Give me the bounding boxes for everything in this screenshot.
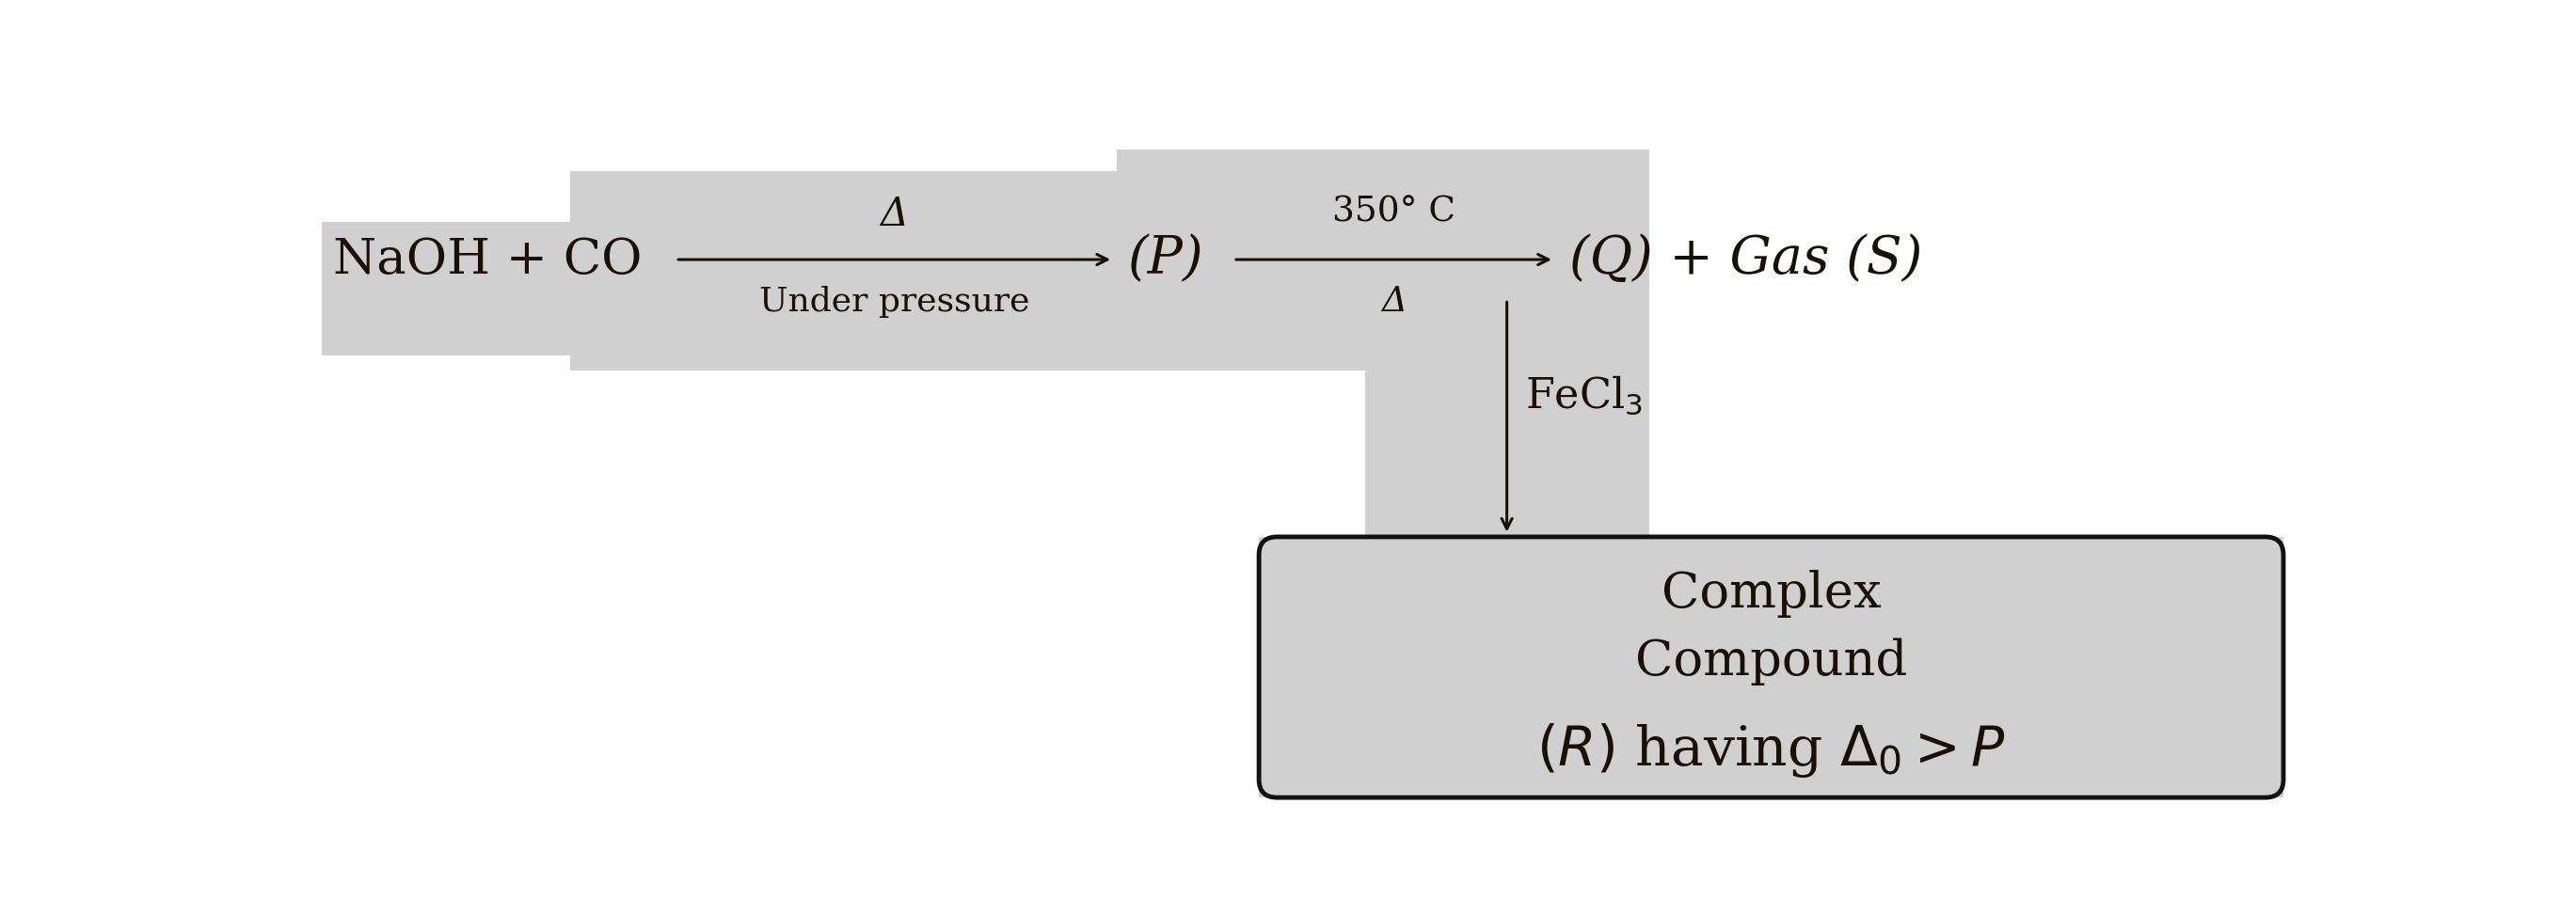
Text: Complex: Complex [1662, 570, 1880, 618]
Text: Δ: Δ [1381, 284, 1406, 318]
Text: 350° C: 350° C [1332, 196, 1455, 229]
FancyBboxPatch shape [1260, 537, 2282, 798]
Bar [1260, 537, 2282, 798]
Text: Compound: Compound [1636, 638, 1906, 686]
Text: $\mathit{(R)}$ having $\Delta_0 > P$: $\mathit{(R)}$ having $\Delta_0 > P$ [1535, 721, 2007, 780]
Text: (Q) + Gas (S): (Q) + Gas (S) [1569, 234, 1922, 285]
Text: NaOH + CO: NaOH + CO [332, 236, 641, 283]
Bar [322, 222, 680, 356]
Text: Δ: Δ [881, 195, 909, 234]
Bar [1118, 150, 1649, 370]
Text: Under pressure: Under pressure [760, 285, 1030, 317]
Text: (P): (P) [1128, 234, 1203, 285]
Text: FeCl$_3$: FeCl$_3$ [1525, 374, 1643, 417]
Bar [1365, 365, 1649, 611]
Bar [569, 171, 1118, 370]
